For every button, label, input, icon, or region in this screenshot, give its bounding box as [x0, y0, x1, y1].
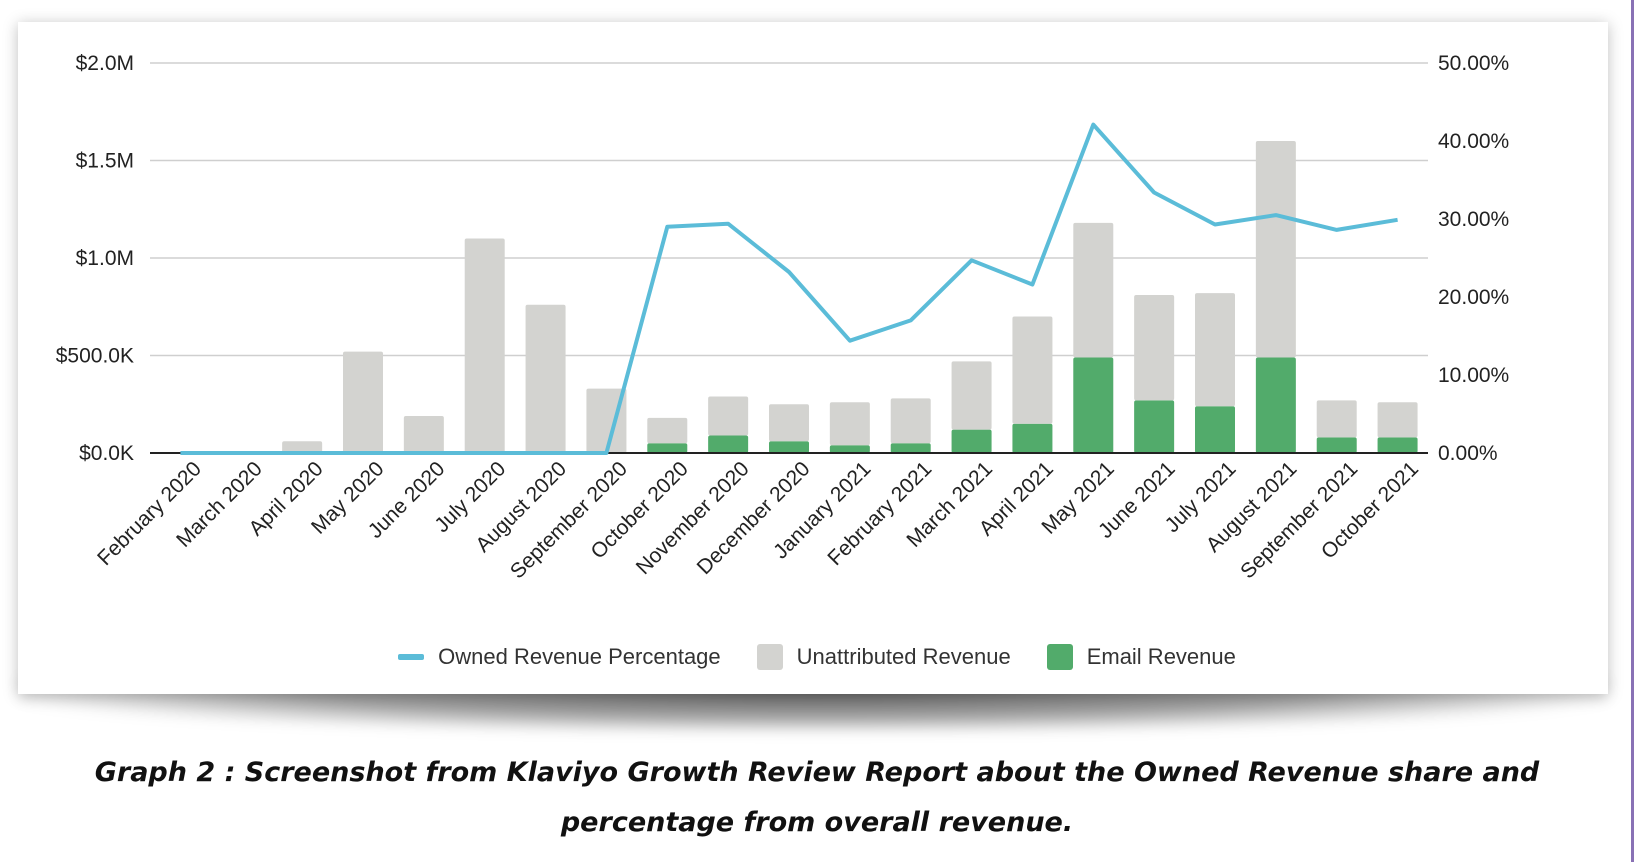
bar-unattributed-revenue	[829, 402, 870, 446]
bar-email-revenue	[1012, 423, 1053, 453]
caption-line-1: Graph 2 : Screenshot from Klaviyo Growth…	[94, 757, 1540, 788]
gridlines	[150, 62, 1428, 357]
x-tick-label: December 2020	[693, 457, 815, 579]
x-tick-label: February 2021	[823, 457, 936, 570]
bar-unattributed-revenue	[1255, 141, 1296, 358]
bar-unattributed-revenue	[1073, 222, 1114, 358]
bar-series	[282, 141, 1418, 453]
legend-label: Email Revenue	[1086, 644, 1236, 669]
left-tick-label: $0.0K	[79, 442, 134, 465]
legend-label: Unattributed Revenue	[796, 644, 1011, 669]
legend-swatch-box	[1046, 644, 1073, 670]
bar-email-revenue	[1073, 357, 1114, 453]
bar-unattributed-revenue	[343, 351, 383, 453]
bar-unattributed-revenue	[586, 388, 627, 453]
bar-unattributed-revenue	[1134, 295, 1175, 401]
left-tick-label: $1.0M	[76, 247, 134, 270]
figure-caption: Graph 2 : Screenshot from Klaviyo Growth…	[0, 748, 1634, 848]
right-axis-ticks: 0.00% 10.00% 20.00% 30.00% 40.00% 50.00%	[1438, 52, 1509, 465]
page-edge-rule	[1631, 0, 1634, 862]
combo-chart: $0.0K $500.0K $1.0M $1.5M $2.0M 0.00% 10.00% 2…	[56, 52, 1509, 583]
line-owned-revenue-percentage	[180, 122, 1398, 455]
legend: Owned Revenue Percentage Unattributed Re…	[0, 640, 1634, 674]
bar-unattributed-revenue	[1195, 293, 1235, 407]
bar-email-revenue	[769, 441, 809, 453]
bar-unattributed-revenue	[890, 398, 931, 444]
right-tick-label: 0.00%	[1438, 442, 1498, 465]
bar-email-revenue	[1134, 400, 1175, 453]
bar-email-revenue	[1255, 357, 1296, 453]
legend-item-email-revenue[interactable]: Email Revenue	[1046, 644, 1236, 670]
bar-email-revenue	[1195, 406, 1235, 453]
right-tick-label: 10.00%	[1438, 364, 1509, 387]
bar-unattributed-revenue	[464, 238, 505, 453]
chart-card	[18, 22, 1608, 694]
caption-line-2: percentage from overall revenue.	[560, 807, 1074, 838]
right-tick-label: 20.00%	[1438, 286, 1509, 309]
bar-email-revenue	[890, 443, 931, 453]
legend-item-unattributed-revenue[interactable]: Unattributed Revenue	[756, 644, 1011, 670]
bar-email-revenue	[1377, 437, 1418, 453]
left-tick-label: $1.5M	[76, 150, 134, 173]
left-tick-label: $500.0K	[56, 345, 134, 368]
bar-email-revenue	[829, 445, 870, 453]
bar-unattributed-revenue	[769, 404, 809, 442]
bar-email-revenue	[708, 435, 749, 453]
bar-unattributed-revenue	[647, 417, 688, 444]
bar-unattributed-revenue	[525, 304, 566, 453]
bar-email-revenue	[951, 429, 992, 453]
right-tick-label: 30.00%	[1438, 208, 1509, 231]
bar-unattributed-revenue	[1316, 400, 1357, 438]
bar-unattributed-revenue	[403, 415, 444, 453]
right-tick-label: 40.00%	[1438, 130, 1509, 153]
bar-unattributed-revenue	[1012, 316, 1053, 424]
left-tick-label: $2.0M	[76, 52, 134, 75]
bar-email-revenue	[647, 443, 688, 453]
legend-item-owned-revenue-percentage[interactable]: Owned Revenue Percentage	[398, 644, 721, 670]
legend-label: Owned Revenue Percentage	[438, 644, 721, 669]
bar-unattributed-revenue	[951, 361, 992, 430]
bar-unattributed-revenue	[708, 396, 749, 436]
left-axis-ticks: $0.0K $500.0K $1.0M $1.5M $2.0M	[56, 52, 134, 465]
bar-unattributed-revenue	[1377, 402, 1418, 438]
right-tick-label: 50.00%	[1438, 52, 1509, 75]
x-tick-label: November 2020	[632, 457, 754, 579]
x-tick-label: February 2020	[93, 457, 206, 570]
legend-swatch-box	[756, 644, 783, 670]
line-series	[180, 122, 1398, 455]
bar-unattributed-revenue	[282, 441, 323, 453]
bar-email-revenue	[1316, 437, 1357, 453]
legend-swatch-line	[398, 654, 425, 660]
